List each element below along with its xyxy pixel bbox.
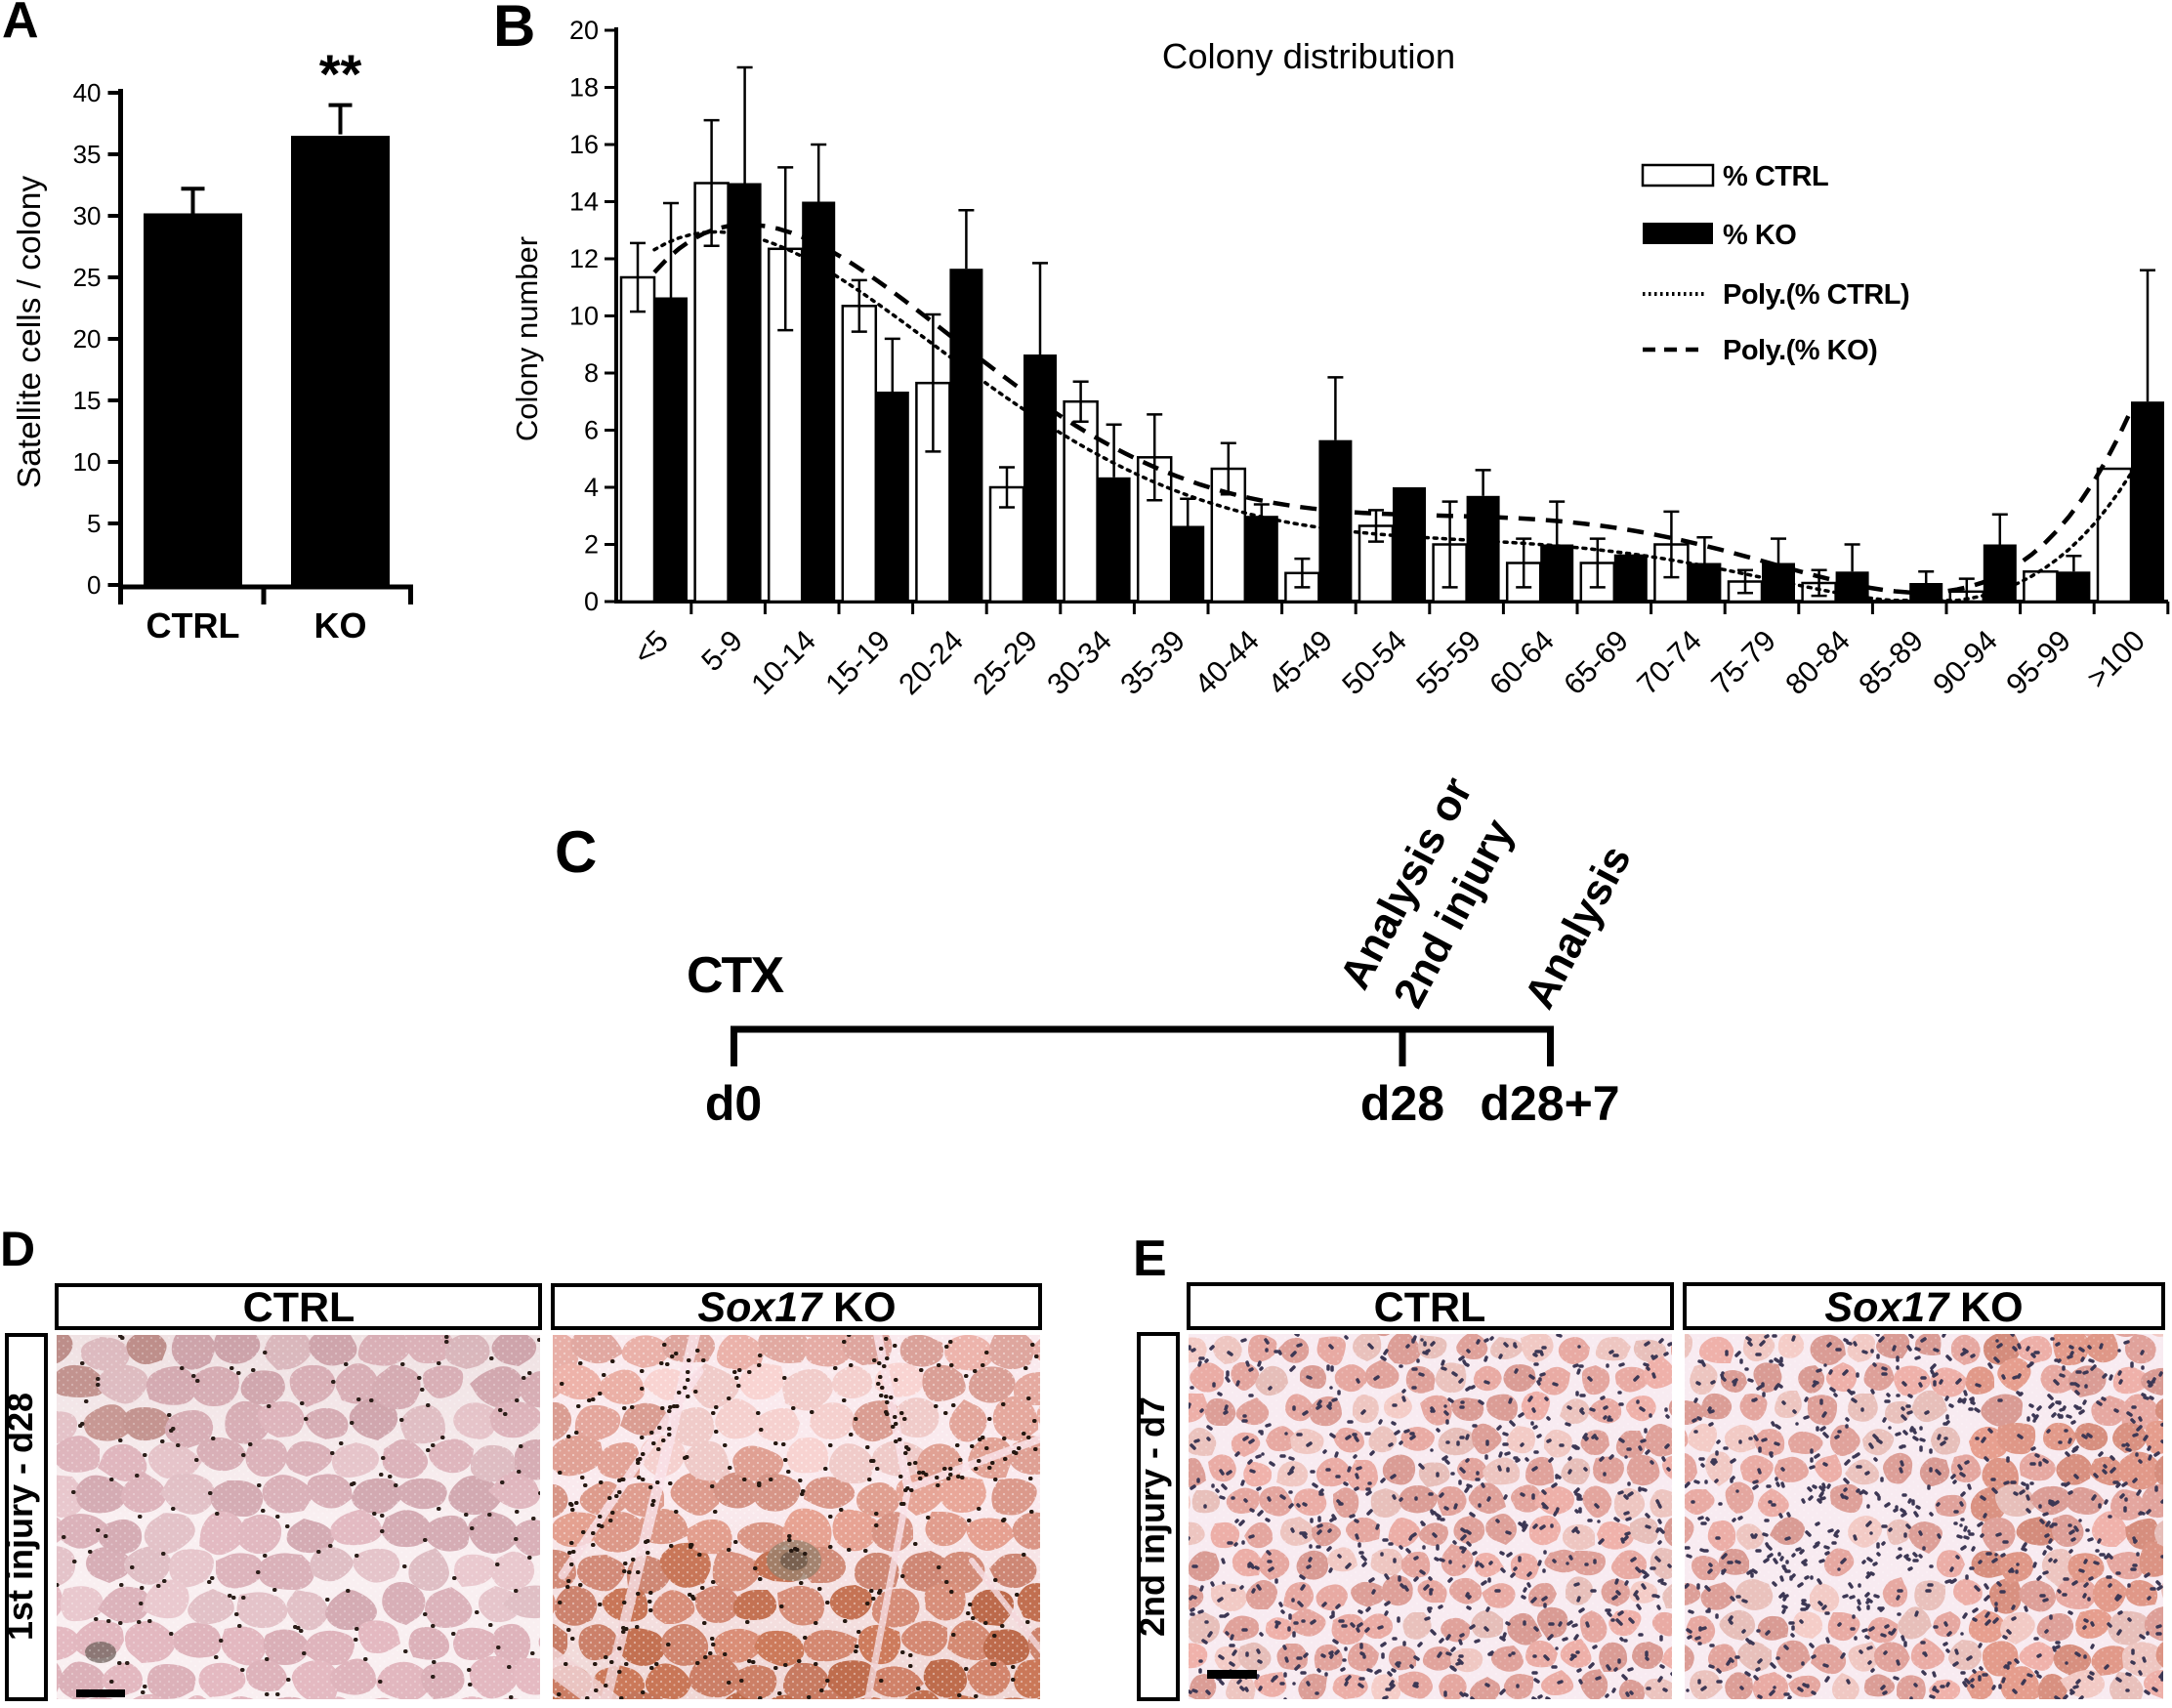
svg-text:Satellite cells / colony: Satellite cells / colony: [12, 176, 48, 489]
svg-text:KO: KO: [314, 605, 367, 646]
svg-text:Sox17 KO: Sox17 KO: [1824, 1284, 2023, 1331]
svg-text:18: 18: [569, 73, 599, 103]
svg-text:Poly.(% CTRL): Poly.(% CTRL): [1723, 279, 1909, 311]
svg-text:Sox17 KO: Sox17 KO: [697, 1284, 896, 1331]
svg-text:E: E: [1133, 1230, 1167, 1287]
svg-text:0: 0: [87, 570, 101, 600]
svg-text:25: 25: [73, 263, 102, 292]
svg-text:4: 4: [584, 473, 599, 502]
svg-text:16: 16: [569, 130, 599, 159]
svg-text:D: D: [0, 1222, 35, 1276]
svg-text:2: 2: [584, 530, 599, 560]
svg-text:CTRL: CTRL: [1374, 1284, 1486, 1331]
svg-text:B: B: [493, 0, 535, 59]
svg-text:20: 20: [569, 16, 599, 45]
svg-text:14: 14: [569, 187, 599, 217]
svg-text:Poly.(% KO): Poly.(% KO): [1723, 335, 1877, 366]
svg-text:CTRL: CTRL: [243, 1284, 355, 1331]
svg-text:**: **: [319, 43, 362, 104]
svg-text:A: A: [2, 0, 39, 49]
svg-text:Colony number: Colony number: [510, 236, 544, 441]
svg-text:40: 40: [73, 78, 102, 107]
svg-text:10: 10: [569, 302, 599, 331]
svg-text:12: 12: [569, 244, 599, 273]
svg-text:Colony distribution: Colony distribution: [1162, 36, 1455, 76]
svg-text:10: 10: [73, 447, 102, 477]
svg-text:% CTRL: % CTRL: [1723, 161, 1828, 192]
svg-text:8: 8: [584, 358, 599, 388]
svg-text:5: 5: [87, 509, 101, 538]
svg-text:d28: d28: [1360, 1076, 1444, 1131]
svg-text:0: 0: [584, 587, 599, 616]
svg-text:% KO: % KO: [1723, 220, 1796, 251]
svg-text:2nd injury - d7: 2nd injury - d7: [1132, 1396, 1172, 1637]
svg-text:35: 35: [73, 140, 102, 169]
svg-text:d0: d0: [705, 1076, 762, 1131]
svg-text:d28+7: d28+7: [1480, 1076, 1619, 1131]
svg-text:6: 6: [584, 416, 599, 445]
svg-text:CTRL: CTRL: [146, 605, 240, 646]
svg-text:30: 30: [73, 201, 102, 230]
svg-text:CTX: CTX: [687, 947, 784, 1004]
svg-text:15: 15: [73, 386, 102, 415]
svg-text:1st injury - d28: 1st injury - d28: [0, 1393, 40, 1641]
svg-text:20: 20: [73, 324, 102, 354]
svg-text:C: C: [555, 819, 597, 885]
